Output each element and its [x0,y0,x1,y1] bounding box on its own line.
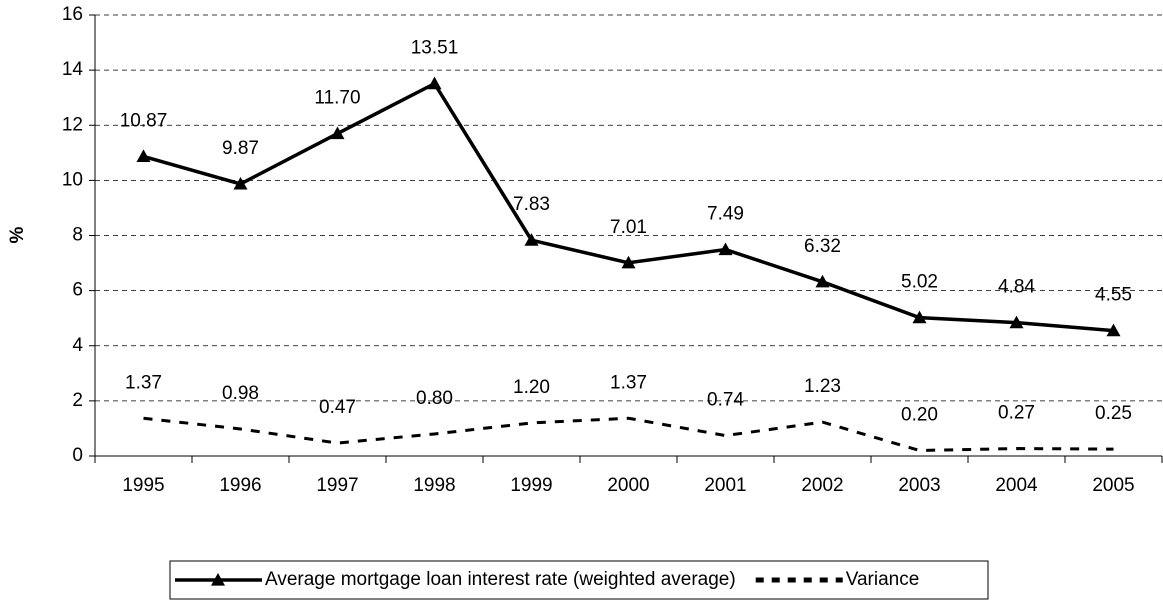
x-tick-label: 1995 [122,475,164,496]
point-marker [427,76,442,90]
legend-box [169,560,989,600]
point-marker [136,149,151,162]
data-label: 4.84 [998,277,1035,298]
legend-label: Average mortgage loan interest rate (wei… [265,569,736,590]
legend-marker [211,573,225,586]
data-label: 0.98 [222,383,259,404]
x-tick-label: 2004 [995,475,1038,496]
point-marker [1106,323,1121,337]
y-tick-label: 4 [72,335,83,356]
x-tick-label: 2001 [704,475,746,496]
x-tick-label: 1996 [219,475,261,496]
point-marker [330,126,345,140]
y-tick-label: 0 [72,445,83,466]
data-label: 11.70 [314,88,360,109]
y-tick-label: 12 [62,114,83,135]
y-tick-label: 14 [62,59,84,80]
data-label: 4.55 [1095,285,1132,306]
point-marker [912,310,927,324]
data-label: 9.87 [222,138,259,159]
y-tick-label: 8 [72,225,83,246]
y-tick-label: 10 [62,169,83,190]
x-tick-label: 1997 [316,475,358,496]
data-label: 0.80 [416,388,453,409]
data-label: 1.20 [513,377,550,398]
data-label: 0.74 [707,390,744,411]
y-axis-title: % [7,226,28,243]
point-marker [718,242,733,256]
data-label: 10.87 [120,110,168,131]
data-label: 0.25 [1095,403,1132,424]
x-tick-label: 2002 [801,475,843,496]
y-tick-label: 16 [62,4,83,25]
x-tick-label: 1999 [510,475,552,496]
point-marker [815,274,830,288]
x-tick-label: 2005 [1092,475,1134,496]
data-label: 6.32 [804,236,841,257]
data-label: 13.51 [411,38,459,59]
point-marker [524,233,539,246]
point-marker [233,176,248,190]
y-tick-label: 6 [72,280,83,301]
data-label: 1.23 [804,376,841,397]
legend-label: Variance [846,569,920,590]
data-label: 5.02 [901,272,938,293]
y-tick-label: 2 [72,390,83,411]
data-label: 7.83 [513,194,550,215]
data-label: 1.37 [125,372,162,393]
data-label: 0.27 [998,403,1035,424]
data-label: 7.01 [610,217,647,238]
data-label: 7.49 [707,204,744,225]
data-label: 0.20 [901,405,938,426]
data-label: 1.37 [610,372,647,393]
point-marker [1009,315,1024,329]
x-tick-label: 2000 [607,475,649,496]
series-line [143,81,1114,333]
series-line [143,416,1114,452]
point-marker [621,255,636,269]
data-label: 0.47 [319,397,356,418]
x-tick-label: 1998 [413,475,455,496]
x-tick-label: 2003 [898,475,940,496]
